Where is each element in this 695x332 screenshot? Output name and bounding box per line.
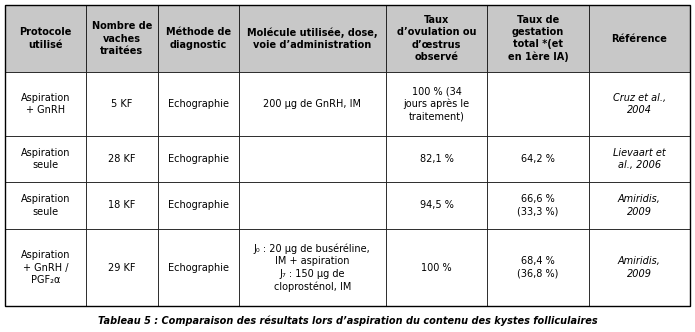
Text: Aspiration
+ GnRH: Aspiration + GnRH — [21, 93, 70, 115]
Bar — [85, 72, 158, 136]
Text: Echographie: Echographie — [167, 263, 229, 273]
Text: Taux de
gestation
total *(et
en 1ère IA): Taux de gestation total *(et en 1ère IA) — [507, 15, 569, 62]
Text: 100 %: 100 % — [421, 263, 452, 273]
Bar — [589, 182, 690, 229]
Text: J₀ : 20 µg de buséréline,
IM + aspiration
J₇ : 150 µg de
cloprosténol, IM: J₀ : 20 µg de buséréline, IM + aspiratio… — [254, 243, 370, 292]
Text: Taux
d’ovulation ou
d’œstrus
observé: Taux d’ovulation ou d’œstrus observé — [397, 15, 476, 62]
Bar — [238, 5, 386, 72]
Text: 82,1 %: 82,1 % — [420, 154, 454, 164]
Bar — [487, 136, 589, 182]
Bar — [386, 136, 487, 182]
Text: 100 % (34
jours après le
traitement): 100 % (34 jours après le traitement) — [404, 86, 470, 122]
Text: Cruz et al.,
2004: Cruz et al., 2004 — [613, 93, 666, 115]
Bar — [487, 5, 589, 72]
Bar — [238, 182, 386, 229]
Text: Aspiration
seule: Aspiration seule — [21, 194, 70, 216]
Bar — [5, 72, 85, 136]
Text: Tableau 5 : Comparaison des résultats lors d’aspiration du contenu des kystes fo: Tableau 5 : Comparaison des résultats lo… — [98, 316, 597, 326]
Bar — [5, 229, 85, 306]
Bar — [386, 72, 487, 136]
Text: Référence: Référence — [612, 34, 667, 43]
Text: Echographie: Echographie — [167, 154, 229, 164]
Bar — [158, 182, 238, 229]
Bar — [5, 5, 85, 72]
Bar — [386, 229, 487, 306]
Bar — [238, 136, 386, 182]
Text: 68,4 %
(36,8 %): 68,4 % (36,8 %) — [517, 256, 559, 279]
Bar — [5, 136, 85, 182]
Bar — [158, 72, 238, 136]
Bar — [589, 229, 690, 306]
Bar — [238, 229, 386, 306]
Text: Echographie: Echographie — [167, 201, 229, 210]
Text: Méthode de
diagnostic: Méthode de diagnostic — [165, 27, 231, 50]
Text: 66,6 %
(33,3 %): 66,6 % (33,3 %) — [517, 194, 559, 216]
Text: 5 KF: 5 KF — [111, 99, 133, 109]
Bar — [487, 182, 589, 229]
Text: Lievaart et
al., 2006: Lievaart et al., 2006 — [613, 147, 666, 170]
Bar — [487, 72, 589, 136]
Bar — [158, 229, 238, 306]
Text: Amiridis,
2009: Amiridis, 2009 — [618, 194, 661, 216]
Bar — [85, 136, 158, 182]
Bar — [238, 72, 386, 136]
Text: 29 KF: 29 KF — [108, 263, 136, 273]
Bar — [589, 5, 690, 72]
Text: Nombre de
vaches
traitées: Nombre de vaches traitées — [92, 21, 152, 56]
Text: Aspiration
+ GnRH /
PGF₂α: Aspiration + GnRH / PGF₂α — [21, 250, 70, 285]
Text: 28 KF: 28 KF — [108, 154, 136, 164]
Text: 200 µg de GnRH, IM: 200 µg de GnRH, IM — [263, 99, 361, 109]
Bar — [386, 5, 487, 72]
Bar — [158, 136, 238, 182]
Bar — [487, 229, 589, 306]
Text: Aspiration
seule: Aspiration seule — [21, 147, 70, 170]
Text: 64,2 %: 64,2 % — [521, 154, 555, 164]
Text: 94,5 %: 94,5 % — [420, 201, 454, 210]
Bar — [85, 5, 158, 72]
Bar — [85, 229, 158, 306]
Bar — [85, 182, 158, 229]
Text: Molécule utilisée, dose,
voie d’administration: Molécule utilisée, dose, voie d’administ… — [247, 27, 377, 50]
Bar — [386, 182, 487, 229]
Bar — [158, 5, 238, 72]
Text: Amiridis,
2009: Amiridis, 2009 — [618, 256, 661, 279]
Text: Protocole
utilisé: Protocole utilisé — [19, 27, 72, 50]
Bar — [589, 136, 690, 182]
Bar — [5, 182, 85, 229]
Bar — [589, 72, 690, 136]
Text: 18 KF: 18 KF — [108, 201, 136, 210]
Text: Echographie: Echographie — [167, 99, 229, 109]
